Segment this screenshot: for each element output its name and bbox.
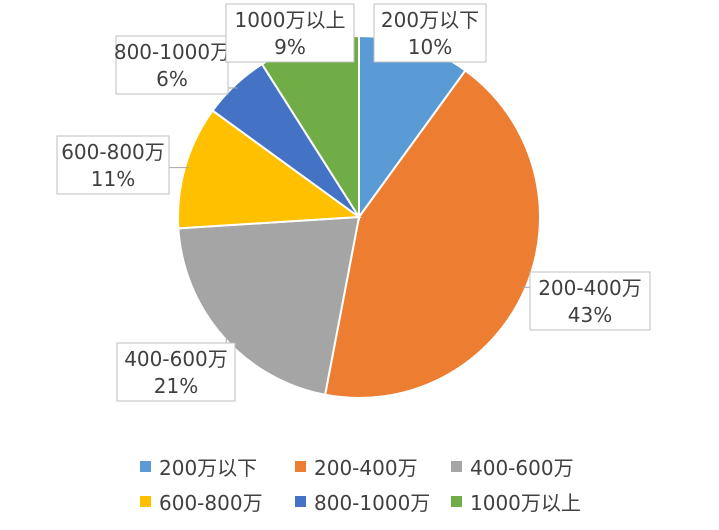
- pie-slices: [177, 34, 541, 399]
- legend-label: 400-600万: [470, 456, 574, 480]
- legend-item-0: 200万以下: [140, 452, 257, 481]
- data-label-box-3: [56, 135, 170, 195]
- data-label-value-0: 10%: [408, 35, 452, 59]
- data-label-category-5: 1000万以上: [235, 8, 346, 32]
- legend-swatch: [295, 496, 306, 507]
- data-label-value-3: 11%: [91, 167, 135, 191]
- data-label-value-4: 6%: [156, 67, 188, 91]
- data-label-category-2: 400-600万: [124, 347, 228, 371]
- data-label-category-4: 800-1000万: [114, 40, 230, 64]
- leader-lines: [169, 87, 530, 343]
- pie-slice-3: [177, 109, 362, 230]
- legend-label: 600-800万: [159, 491, 263, 515]
- legend-swatch: [295, 461, 306, 472]
- legend-swatch: [140, 461, 151, 472]
- legend-label: 800-1000万: [314, 491, 431, 515]
- data-label-box-1: [529, 271, 651, 331]
- legend-swatch: [140, 496, 151, 507]
- legend-label: 200-400万: [314, 456, 418, 480]
- data-label-category-0: 200万以下: [381, 8, 479, 32]
- data-label-box-4: [115, 35, 229, 95]
- data-label-box-5: [225, 3, 355, 63]
- data-label-value-5: 9%: [274, 35, 306, 59]
- pie-slice-1: [323, 69, 541, 399]
- legend-item-3: 600-800万: [140, 487, 263, 516]
- data-label-box-0: [373, 3, 487, 63]
- legend-label: 1000万以上: [470, 491, 581, 515]
- data-label-box-2: [116, 342, 236, 402]
- data-labels: 200万以下 10% 200-400万 43% 400-600万 21% 600-800万 1…: [56, 3, 651, 402]
- data-label-value-1: 43%: [568, 303, 612, 327]
- data-label-value-2: 21%: [154, 374, 198, 398]
- data-label-category-3: 600-800万: [61, 140, 165, 164]
- pie-slice-2: [177, 215, 361, 396]
- legend-swatch: [451, 496, 462, 507]
- legend-swatch: [451, 461, 462, 472]
- legend-item-5: 1000万以上: [451, 487, 581, 516]
- legend-item-2: 400-600万: [451, 452, 574, 481]
- legend-label: 200万以下: [159, 456, 258, 480]
- legend-item-4: 800-1000万: [295, 487, 430, 516]
- legend-item-1: 200-400万: [295, 452, 418, 481]
- data-label-category-1: 200-400万: [538, 276, 642, 300]
